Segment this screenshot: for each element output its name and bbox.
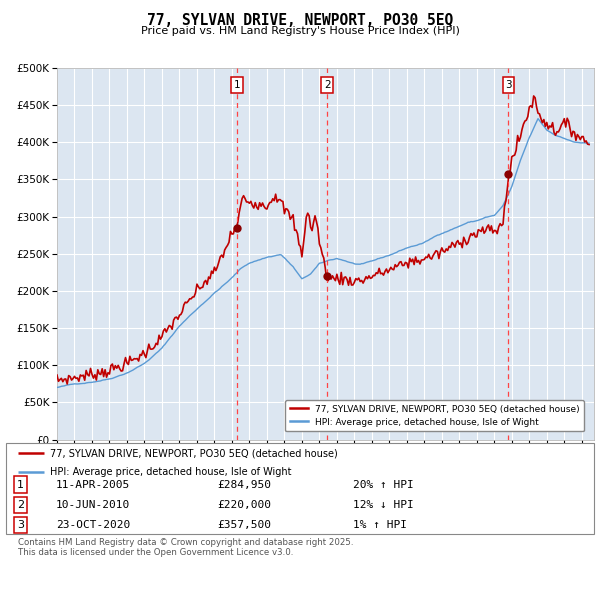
Text: 2: 2 xyxy=(324,80,331,90)
Text: 3: 3 xyxy=(505,80,512,90)
Text: 10-JUN-2010: 10-JUN-2010 xyxy=(56,500,130,510)
Text: £220,000: £220,000 xyxy=(218,500,272,510)
Text: Contains HM Land Registry data © Crown copyright and database right 2025.
This d: Contains HM Land Registry data © Crown c… xyxy=(18,538,353,558)
Text: 12% ↓ HPI: 12% ↓ HPI xyxy=(353,500,413,510)
Text: 77, SYLVAN DRIVE, NEWPORT, PO30 5EQ: 77, SYLVAN DRIVE, NEWPORT, PO30 5EQ xyxy=(147,13,453,28)
Text: 1: 1 xyxy=(17,480,24,490)
Text: 1: 1 xyxy=(233,80,240,90)
Text: 77, SYLVAN DRIVE, NEWPORT, PO30 5EQ (detached house): 77, SYLVAN DRIVE, NEWPORT, PO30 5EQ (det… xyxy=(50,448,338,458)
Text: 20% ↑ HPI: 20% ↑ HPI xyxy=(353,480,413,490)
Text: £284,950: £284,950 xyxy=(218,480,272,490)
Text: 3: 3 xyxy=(17,520,24,530)
Text: 1% ↑ HPI: 1% ↑ HPI xyxy=(353,520,407,530)
Legend: 77, SYLVAN DRIVE, NEWPORT, PO30 5EQ (detached house), HPI: Average price, detach: 77, SYLVAN DRIVE, NEWPORT, PO30 5EQ (det… xyxy=(285,401,584,431)
Text: 2: 2 xyxy=(17,500,24,510)
Text: Price paid vs. HM Land Registry's House Price Index (HPI): Price paid vs. HM Land Registry's House … xyxy=(140,26,460,36)
FancyBboxPatch shape xyxy=(6,442,594,534)
Text: 23-OCT-2020: 23-OCT-2020 xyxy=(56,520,130,530)
Text: HPI: Average price, detached house, Isle of Wight: HPI: Average price, detached house, Isle… xyxy=(50,467,292,477)
Text: 11-APR-2005: 11-APR-2005 xyxy=(56,480,130,490)
Text: £357,500: £357,500 xyxy=(218,520,272,530)
